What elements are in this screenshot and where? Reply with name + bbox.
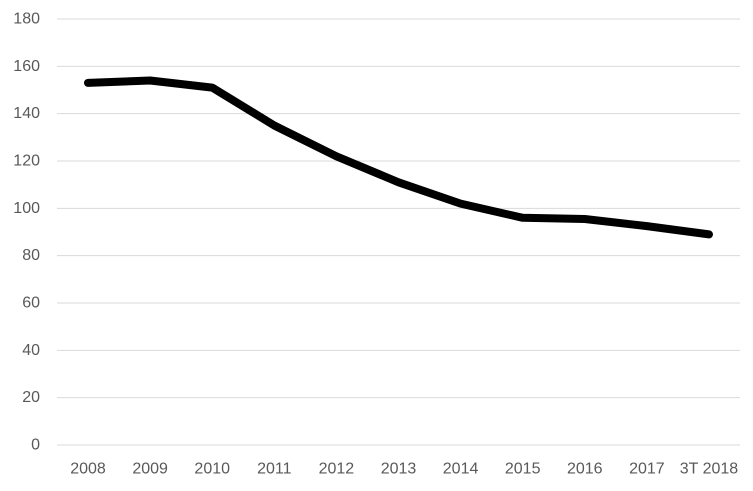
gridlines [57, 18, 740, 399]
y-tick-label: 140 [13, 105, 40, 122]
series-line-0 [84, 76, 713, 239]
y-tick-label: 80 [22, 247, 40, 264]
y-tick-label: 0 [31, 437, 40, 454]
x-tick-label: 2011 [257, 461, 292, 478]
y-tick-label: 120 [13, 153, 40, 170]
series-lines [84, 76, 713, 239]
x-tick-label: 2015 [505, 461, 541, 478]
y-tick-label: 60 [22, 295, 40, 312]
x-tick-label: 2016 [567, 461, 603, 478]
x-tick-label: 2010 [194, 461, 230, 478]
x-axis-tick-labels: 2008 2009 2010 2011 2012 2013 2014 2015 2016 2017… [70, 461, 738, 478]
x-tick-label: 2008 [70, 461, 106, 478]
x-tick-label: 3T 2018 [680, 461, 739, 478]
x-tick-label: 2017 [629, 461, 665, 478]
x-tick-label: 2009 [132, 461, 168, 478]
y-tick-label: 20 [22, 389, 40, 406]
x-tick-label: 2012 [319, 461, 355, 478]
x-tick-label: 2014 [443, 461, 479, 478]
y-axis-tick-labels: 0 20 40 60 80 100 120 140 160 180 [13, 11, 40, 454]
y-tick-label: 160 [13, 58, 40, 75]
x-tick-label: 2013 [381, 461, 417, 478]
y-tick-label: 180 [13, 11, 40, 28]
y-tick-label: 40 [22, 342, 40, 359]
y-tick-label: 100 [13, 200, 40, 217]
